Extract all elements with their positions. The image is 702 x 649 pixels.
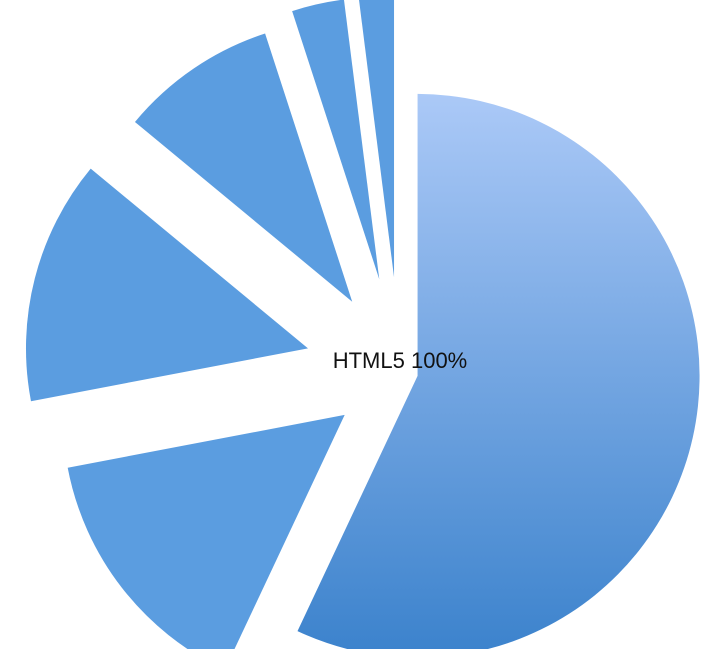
pie-slice (297, 93, 700, 649)
pie-slice (67, 414, 345, 649)
pie-slice (292, 0, 380, 280)
pie-slice (359, 0, 395, 278)
pie-slice (25, 168, 308, 402)
pie-slice (134, 33, 353, 302)
center-label: HTML5 100% (333, 348, 468, 373)
